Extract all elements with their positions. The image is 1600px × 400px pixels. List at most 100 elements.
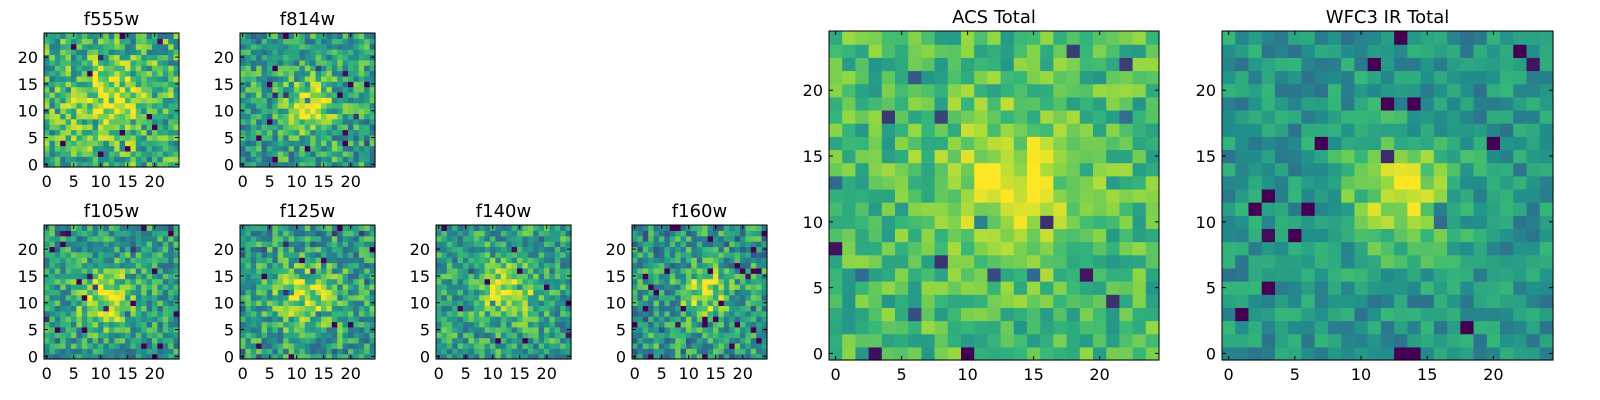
heatmap-cell <box>81 38 88 45</box>
heatmap-cell <box>157 108 164 114</box>
heatmap-cell <box>114 91 121 98</box>
heatmap-cell <box>1119 57 1134 72</box>
heatmap-cell <box>337 54 344 61</box>
heatmap-cell <box>60 70 67 77</box>
heatmap-cell <box>92 108 99 114</box>
heatmap-cell <box>457 235 464 242</box>
heatmap-cell <box>1013 31 1028 45</box>
heatmap-cell <box>855 202 870 216</box>
heatmap-cell <box>868 202 883 216</box>
heatmap-cell <box>304 283 311 290</box>
heatmap-cell <box>484 278 491 285</box>
heatmap-cell <box>98 70 104 77</box>
heatmap-cell <box>511 326 518 333</box>
heatmap-cell <box>103 54 110 61</box>
heatmap-cell <box>337 102 344 109</box>
heatmap-cell <box>267 134 273 141</box>
heatmap-cell <box>353 305 360 312</box>
heatmap-cell <box>1119 175 1134 190</box>
heatmap-cell <box>256 257 263 264</box>
heatmap-cell <box>1222 254 1236 269</box>
heatmap-cell <box>103 230 110 237</box>
heatmap-cell <box>92 43 99 50</box>
heatmap-cell <box>342 235 349 242</box>
heatmap-cell <box>245 348 252 355</box>
heatmap-cell <box>44 43 50 50</box>
heatmap-cell <box>1093 83 1107 98</box>
heatmap-cell <box>490 251 496 258</box>
heatmap-cell <box>261 108 268 114</box>
heatmap-cell <box>299 337 306 344</box>
heatmap-cell <box>98 75 104 82</box>
heatmap-cell <box>637 300 644 306</box>
heatmap-cell <box>60 294 67 301</box>
heatmap-cell <box>310 59 317 66</box>
heatmap-cell <box>642 294 649 301</box>
heatmap-cell <box>1500 307 1514 322</box>
heatmap-cell <box>457 316 464 323</box>
heatmap-cell <box>65 310 72 317</box>
heatmap-cell <box>723 257 730 264</box>
heatmap-cell <box>868 333 883 348</box>
y-tick-label: 10 <box>214 102 234 121</box>
heatmap-cell <box>54 97 61 104</box>
heatmap-cell <box>250 289 257 296</box>
heatmap-cell <box>358 348 365 355</box>
heatmap-cell <box>522 283 529 290</box>
heatmap-cell <box>702 321 709 328</box>
heatmap-cell <box>527 305 534 312</box>
heatmap-cell <box>1486 281 1501 295</box>
heatmap-cell <box>125 140 131 147</box>
heatmap-cell <box>49 262 56 269</box>
heatmap-cell <box>1079 281 1094 295</box>
heatmap-cell <box>310 86 317 93</box>
heatmap-cell <box>342 86 349 93</box>
heatmap-cell <box>1027 188 1041 203</box>
heatmap-cell <box>331 332 338 339</box>
heatmap-cell <box>92 134 99 141</box>
heatmap-cell <box>669 283 676 290</box>
heatmap-cell <box>71 150 77 157</box>
heatmap-cell <box>299 246 306 253</box>
heatmap-cell <box>648 267 655 274</box>
heatmap-cell <box>1394 320 1408 335</box>
heatmap-cell <box>1145 149 1160 164</box>
heatmap-cell <box>49 91 56 98</box>
heatmap-cell <box>358 235 365 242</box>
heatmap-cell <box>364 332 371 339</box>
heatmap-cell <box>331 129 338 136</box>
heatmap-cell <box>560 294 567 301</box>
heatmap-cell <box>522 262 529 269</box>
heatmap-cell <box>162 262 169 269</box>
heatmap-cell <box>250 294 257 301</box>
heatmap-cell <box>495 342 502 349</box>
heatmap-cell <box>114 294 121 301</box>
heatmap-cell <box>331 326 338 333</box>
heatmap-cell <box>1354 215 1369 229</box>
heatmap-cell <box>1027 83 1041 98</box>
heatmap-cell <box>1354 241 1369 256</box>
heatmap-cell <box>729 225 736 231</box>
heatmap-cell <box>65 225 72 231</box>
heatmap-cell <box>364 108 371 114</box>
heatmap-cell <box>162 337 169 344</box>
heatmap-cell <box>446 289 453 296</box>
heatmap-cell <box>1486 333 1501 348</box>
heatmap-cell <box>119 102 126 109</box>
heatmap-cell <box>463 321 469 328</box>
heatmap-cell <box>495 353 502 360</box>
heatmap-cell <box>908 188 922 203</box>
heatmap-cell <box>130 33 137 39</box>
heatmap-cell <box>1079 162 1094 177</box>
heatmap-cell <box>168 273 175 280</box>
heatmap-cell <box>119 294 126 301</box>
heatmap-cell <box>130 65 137 72</box>
heatmap-cell <box>648 278 655 285</box>
heatmap-cell <box>855 175 870 190</box>
heatmap-cell <box>436 278 442 285</box>
heatmap-cell <box>288 300 295 306</box>
heatmap-cell <box>256 140 263 147</box>
heatmap-cell <box>141 102 148 109</box>
heatmap-cell <box>261 59 268 66</box>
heatmap-cell <box>1367 149 1382 164</box>
